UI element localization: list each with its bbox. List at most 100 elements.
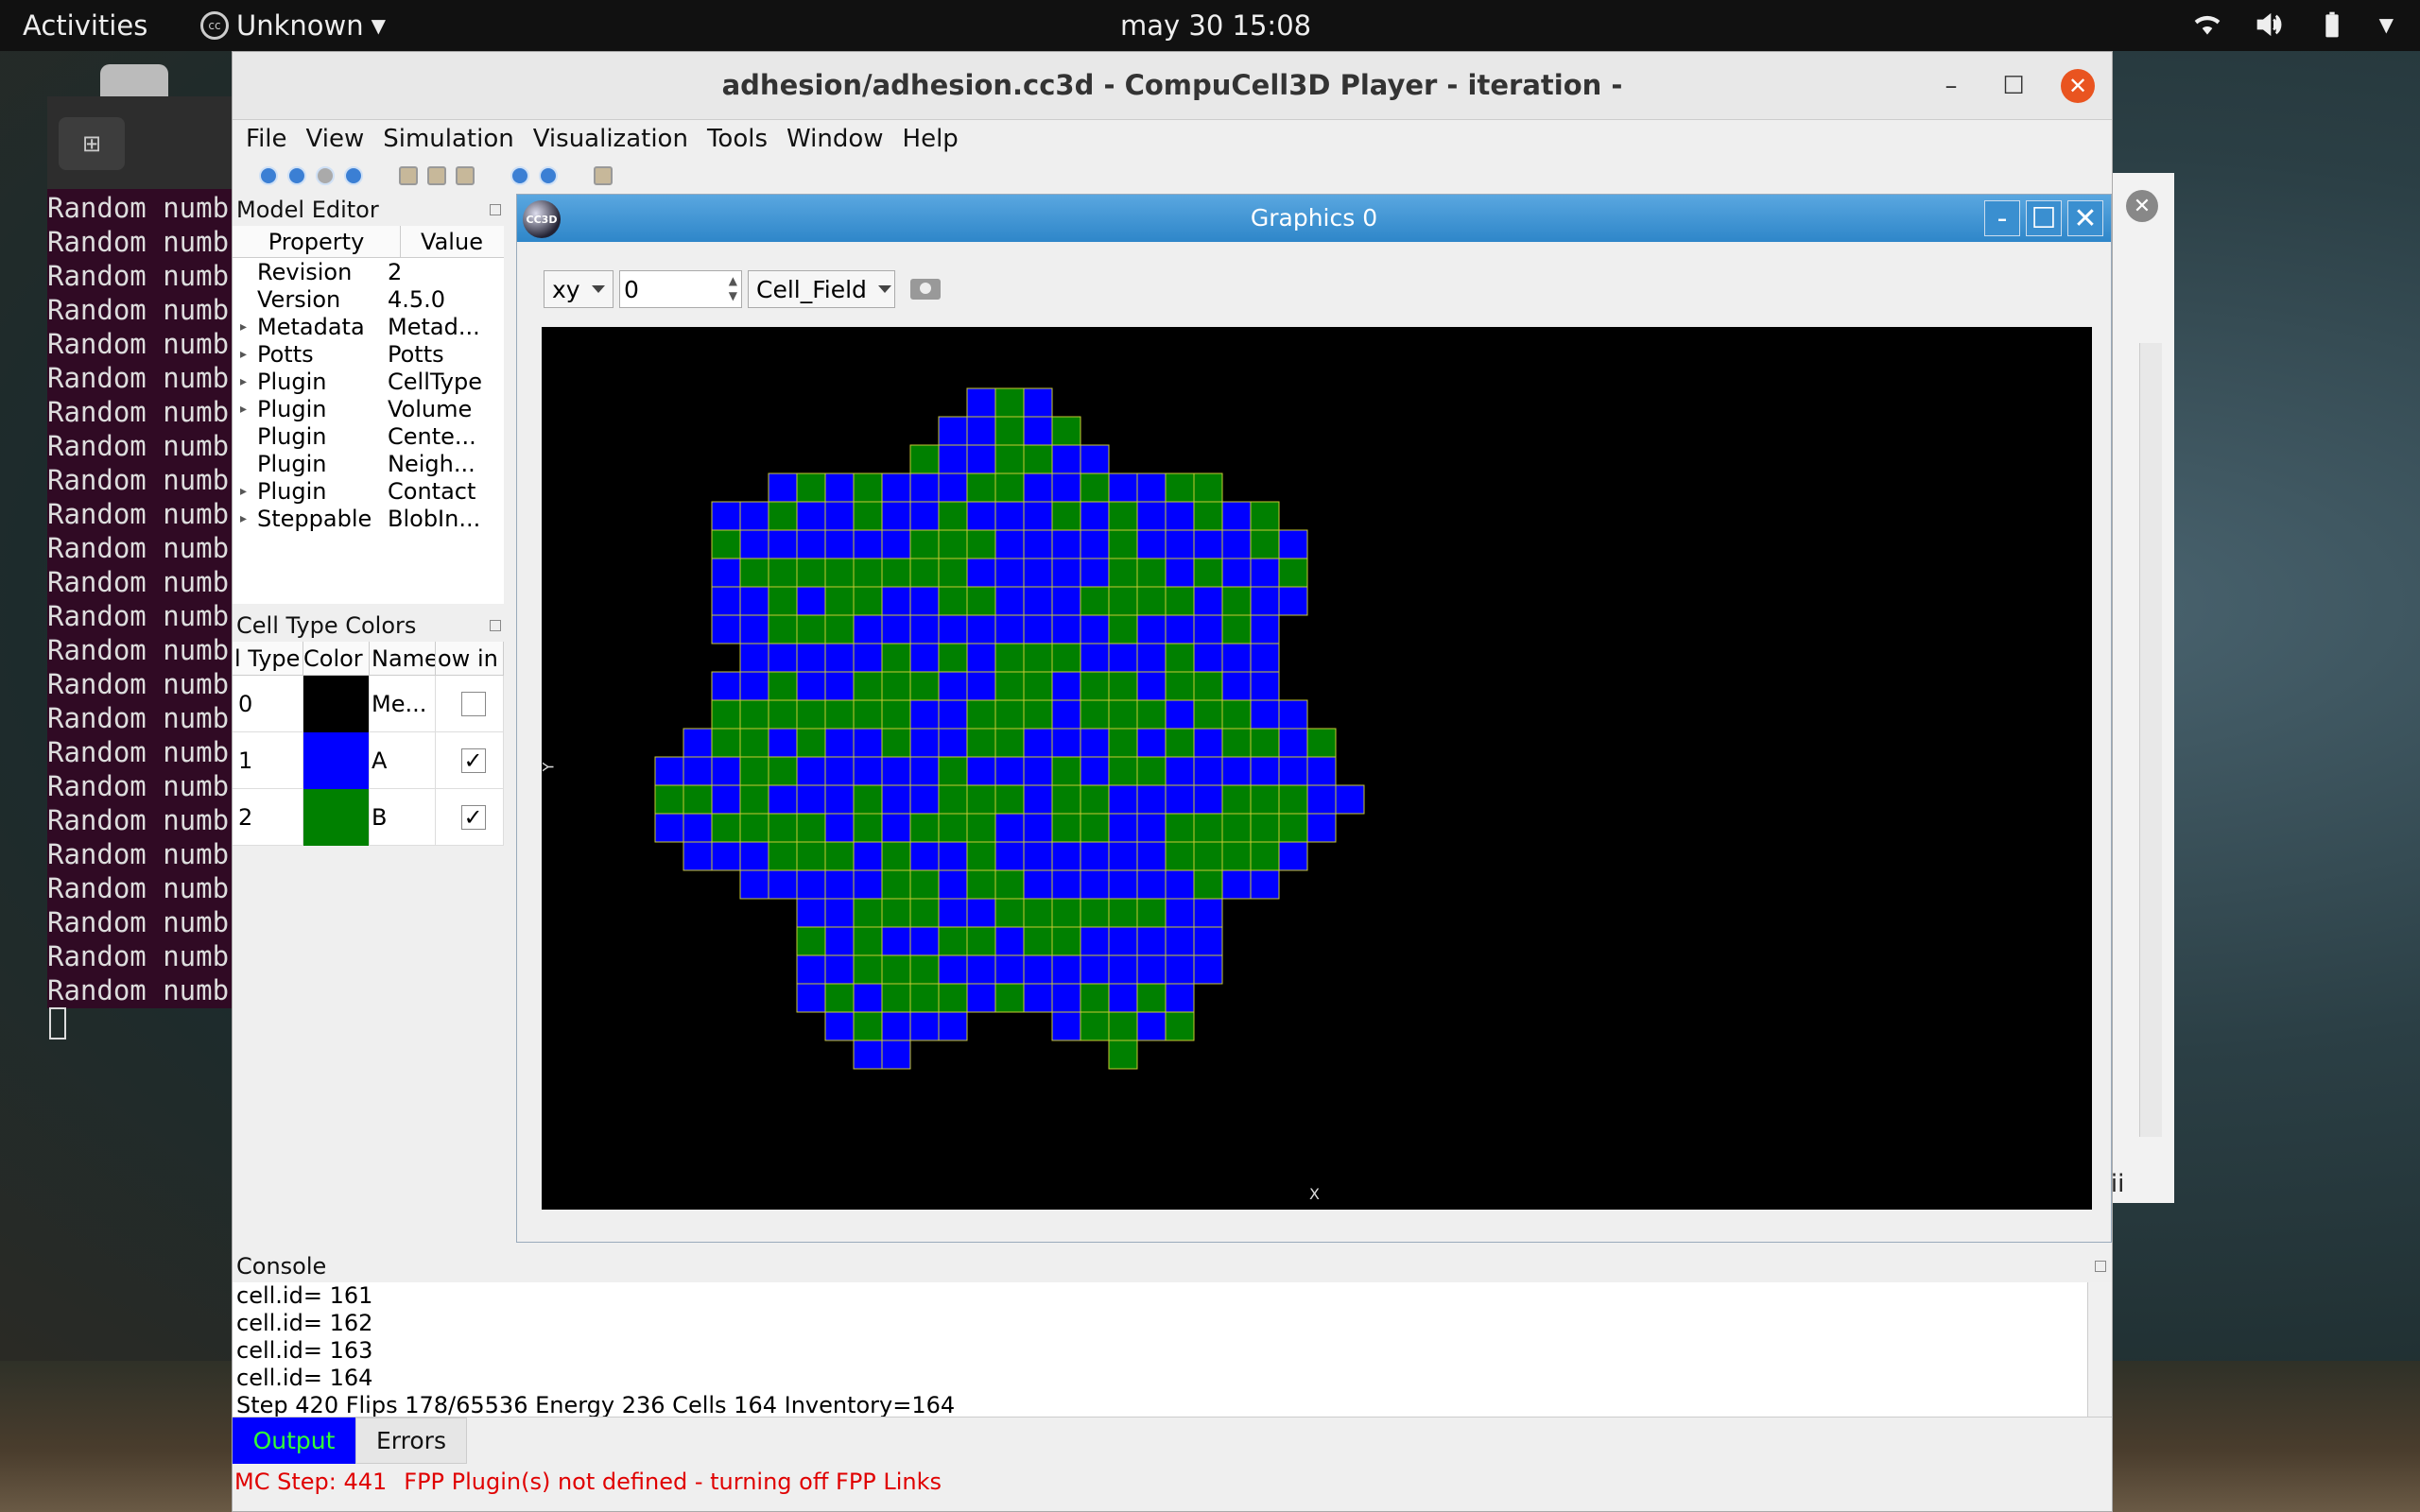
stop-icon[interactable] [344,166,363,185]
cell-type-show[interactable]: ✓ [436,732,504,788]
tools-icon[interactable] [427,166,446,185]
menu-view[interactable]: View [305,125,365,153]
cell [1051,671,1081,701]
menu-tools[interactable]: Tools [706,125,769,153]
app-menu[interactable]: cc Unknown ▼ [200,9,386,42]
run-icon[interactable] [259,166,278,185]
col-show[interactable]: ow in [436,642,504,675]
model-editor-row[interactable]: Plugin Neigh... [233,450,504,477]
cell-type-colors-table[interactable]: l Type Color Name ow in 0 Me... 1 A ✓ 2 B ✓ [233,642,504,846]
title-bar[interactable]: adhesion/adhesion.cc3d - CompuCell3D Pla… [233,52,2112,120]
cell-type-row[interactable]: 1 A ✓ [233,731,504,789]
show-checkbox[interactable]: ✓ [460,804,486,831]
undock-icon[interactable] [490,620,501,631]
spin-arrows-icon[interactable]: ▲ ▼ [728,274,737,302]
model-editor-row[interactable]: Version 4.5.0 [233,285,504,313]
model-editor-row[interactable]: Revision 2 [233,258,504,285]
col-type[interactable]: l Type [233,642,303,675]
slice-spinbox[interactable]: 0 ▲ ▼ [619,270,742,308]
cell-type-show[interactable]: ✓ [436,789,504,845]
minimize-button[interactable]: - [1984,200,2020,236]
expand-arrow-icon[interactable]: ▸ [240,318,248,335]
minimize-button[interactable]: – [1945,72,1958,100]
menu-window[interactable]: Window [786,125,884,153]
tab-output[interactable]: Output [233,1418,355,1464]
cell [1051,1011,1081,1041]
maximize-button[interactable]: ☐ [2026,200,2062,236]
col-property[interactable]: Property [233,226,401,257]
cell [1278,529,1308,559]
cell [994,728,1025,758]
col-name[interactable]: Name [370,642,436,675]
activities-button[interactable]: Activities [23,9,148,42]
close-button[interactable]: ✕ [2061,69,2095,103]
window-title: adhesion/adhesion.cc3d - CompuCell3D Pla… [721,69,1623,101]
expand-arrow-icon[interactable]: ▸ [240,483,248,499]
tab-errors[interactable]: Errors [355,1418,467,1464]
undock-icon[interactable] [2095,1261,2106,1272]
menu-visualization[interactable]: Visualization [532,125,688,153]
console-title-bar[interactable]: Console [233,1250,2112,1282]
field-select[interactable]: Cell_Field [748,270,895,308]
color-swatch[interactable] [303,788,369,846]
console-scrollbar[interactable] [2087,1282,2112,1417]
cell [994,756,1025,786]
model-editor-row[interactable]: Plugin Cente... [233,422,504,450]
cell-field-canvas[interactable]: X Y [542,327,2092,1210]
new-tab-icon[interactable]: ⊞ [59,117,125,170]
show-checkbox[interactable]: ✓ [460,747,486,774]
model-editor-row[interactable]: ▸ Potts Potts [233,340,504,368]
cell [1080,954,1110,985]
graphics-window[interactable]: CC3D Graphics 0 - ☐ ✕ xy 0 ▲ ▼ Cell_Field… [516,194,2112,1243]
expand-arrow-icon[interactable]: ▸ [240,373,248,389]
cell-type-colors-title-bar[interactable]: Cell Type Colors [233,610,507,642]
expand-arrow-icon[interactable]: ▸ [240,510,248,526]
model-editor-row[interactable]: ▸ Steppable BlobIn... [233,505,504,532]
undock-icon[interactable] [490,204,501,215]
menu-file[interactable]: File [246,125,287,153]
edit-icon[interactable] [456,166,475,185]
col-value[interactable]: Value [421,228,483,255]
zoom-out-icon[interactable] [539,166,558,185]
cell-type-show[interactable] [436,676,504,731]
show-checkbox[interactable] [460,691,486,716]
cell-type-row[interactable]: 0 Me... [233,675,504,732]
cell-type-color[interactable] [303,788,370,846]
clock[interactable]: may 30 15:08 [1120,9,1312,42]
menu-simulation[interactable]: Simulation [383,125,514,153]
system-tray[interactable]: ▼ [2192,9,2394,40]
model-editor-row[interactable]: ▸ Metadata Metad... [233,313,504,340]
step-icon[interactable] [287,166,306,185]
color-swatch[interactable] [303,731,369,789]
scrollbar[interactable] [2139,343,2162,1137]
graphics-title-bar[interactable]: CC3D Graphics 0 - ☐ ✕ [517,195,2111,242]
cell-type-color[interactable] [303,731,370,789]
close-button[interactable]: ✕ [2067,200,2103,236]
maximize-button[interactable]: ☐ [2002,72,2025,100]
color-swatch[interactable] [303,675,369,732]
cell [824,558,855,588]
new-graphics-window-icon[interactable] [594,166,613,185]
pause-icon[interactable] [316,166,335,185]
cell [853,501,883,531]
open-file-icon[interactable] [399,166,418,185]
expand-arrow-icon[interactable]: ▸ [240,401,248,417]
plane-select[interactable]: xy [544,270,614,308]
cell-type-color[interactable] [303,675,370,732]
close-icon[interactable]: ✕ [2126,190,2158,222]
zoom-in-icon[interactable] [510,166,529,185]
terminal-window[interactable]: ⊞ Random numb Random numb Random numb Rando… [47,96,236,1040]
terminal-line: Random numb [47,702,230,734]
model-editor-row[interactable]: ▸ Plugin Contact [233,477,504,505]
console-output[interactable]: cell.id= 161 cell.id= 162 cell.id= 163 c… [233,1282,2112,1417]
cc3d-player-window[interactable]: adhesion/adhesion.cc3d - CompuCell3D Pla… [232,51,2113,1512]
camera-icon[interactable] [910,279,941,300]
model-editor-row[interactable]: ▸ Plugin CellType [233,368,504,395]
model-editor-title-bar[interactable]: Model Editor [233,194,507,226]
col-color[interactable]: Color [303,642,370,675]
cell-type-row[interactable]: 2 B ✓ [233,788,504,846]
menu-help[interactable]: Help [902,125,959,153]
model-editor-tree[interactable]: Property Value Revision 2 Version 4.5.0 ▸ Met… [233,226,504,604]
expand-arrow-icon[interactable]: ▸ [240,346,248,362]
model-editor-row[interactable]: ▸ Plugin Volume [233,395,504,422]
